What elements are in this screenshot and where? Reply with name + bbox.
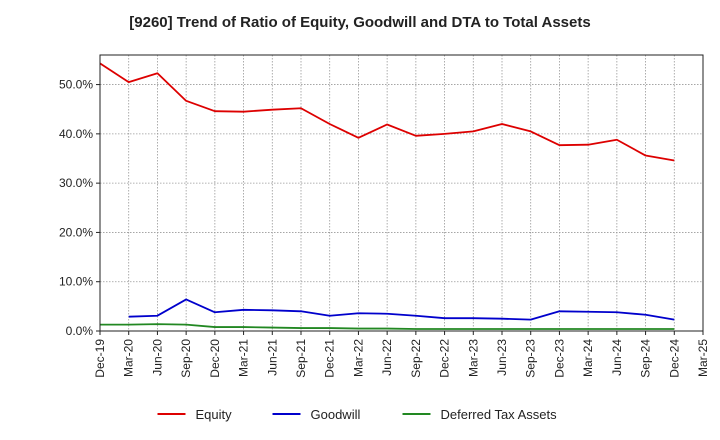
x-tick-label: Mar-25	[696, 339, 710, 377]
x-tick-label: Mar-21	[237, 339, 251, 377]
x-tick-label: Mar-22	[351, 339, 365, 377]
x-tick-label: Dec-21	[323, 339, 337, 378]
series-line-goodwill	[128, 298, 675, 321]
data-series	[99, 62, 675, 330]
x-tick-label: Jun-23	[495, 339, 509, 376]
chart-title: [9260] Trend of Ratio of Equity, Goodwil…	[129, 14, 591, 31]
axes: Dec-19 Mar-20 Jun-20 Sep-20 Dec-20 Mar-21 Jun-…	[59, 78, 710, 378]
x-tick-label: Sep-23	[524, 339, 538, 378]
plot-area	[100, 55, 703, 331]
y-tick-label: 40.0%	[59, 127, 93, 141]
series-line-equity	[99, 62, 675, 162]
x-tick-label: Dec-19	[93, 339, 107, 378]
x-tick-label: Sep-20	[179, 339, 193, 378]
y-tick-label: 30.0%	[59, 176, 93, 190]
x-tick-label: Mar-23	[466, 339, 480, 377]
legend-label: Goodwill	[311, 407, 361, 422]
x-tick-label: Mar-20	[122, 339, 136, 377]
x-tick-label: Jun-21	[265, 339, 279, 376]
x-tick-label: Sep-22	[409, 339, 423, 378]
legend-label: Deferred Tax Assets	[441, 407, 558, 422]
x-tick-label: Sep-21	[294, 339, 308, 378]
y-tick-label: 20.0%	[59, 225, 93, 239]
series-line-deferred-tax-assets	[100, 323, 675, 330]
x-tick-label: Dec-23	[552, 339, 566, 378]
x-tick-label: Jun-24	[610, 339, 624, 376]
legend-label: Equity	[196, 407, 233, 422]
x-tick-label: Jun-22	[380, 339, 394, 376]
x-tick-label: Dec-22	[438, 339, 452, 378]
x-tick-label: Dec-24	[667, 339, 681, 378]
y-tick-label: 50.0%	[59, 78, 93, 92]
plot-border	[99, 54, 704, 332]
x-tick-label: Jun-20	[150, 339, 164, 376]
y-tick-label: 0.0%	[66, 324, 94, 338]
legend: Equity Goodwill Deferred Tax Assets	[157, 407, 558, 422]
x-tick-label: Sep-24	[639, 339, 653, 378]
y-tick-label: 10.0%	[59, 275, 93, 289]
x-tick-label: Dec-20	[208, 339, 222, 378]
x-tick-label: Mar-24	[581, 339, 595, 377]
